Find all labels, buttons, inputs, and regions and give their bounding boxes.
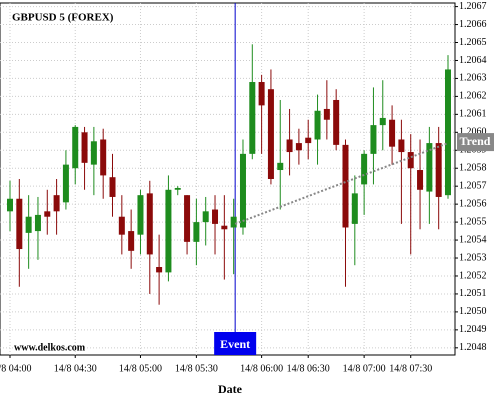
y-tick-label: 1.2067 xyxy=(459,1,487,12)
y-tick-label: 1.2048 xyxy=(459,342,487,353)
y-tick-label: 1.2051 xyxy=(459,288,487,299)
x-tick-label: 14/8 07:00 xyxy=(343,363,386,374)
y-tick-label: 1.2061 xyxy=(459,109,487,120)
candle-body xyxy=(184,195,191,242)
candle-body xyxy=(137,195,144,235)
candle-body xyxy=(286,139,293,153)
candle-body xyxy=(34,214,41,232)
x-tick-label: 14/8 05:30 xyxy=(175,363,218,374)
candle-body xyxy=(407,152,414,169)
candle-body xyxy=(305,137,312,144)
x-axis-label: Date xyxy=(218,382,243,396)
chart-title: GBPUSD 5 (FOREX) xyxy=(12,12,114,24)
trend-line xyxy=(234,142,449,225)
candle-body xyxy=(221,225,228,230)
y-tick-label: 1.2065 xyxy=(459,37,487,48)
candle-body xyxy=(212,209,219,224)
y-tick-label: 1.2052 xyxy=(459,270,487,281)
candle-body xyxy=(239,153,246,228)
candle-body xyxy=(426,143,433,192)
candle-body xyxy=(333,99,340,145)
y-tick-label: 1.2049 xyxy=(459,324,487,335)
candle-body xyxy=(295,143,302,151)
candle-body xyxy=(109,177,116,197)
y-tick-label: 1.2055 xyxy=(459,216,487,227)
y-tick-label: 1.2058 xyxy=(459,163,487,174)
y-tick-label: 1.2060 xyxy=(459,127,487,138)
candle-body xyxy=(100,139,107,176)
trend-label: Trend xyxy=(460,134,491,148)
candle-body xyxy=(379,117,386,126)
candle-body xyxy=(53,195,60,212)
x-tick-label: 14/8 06:00 xyxy=(240,363,283,374)
candle-body xyxy=(62,164,69,203)
candle-body xyxy=(230,216,237,228)
candle-body xyxy=(267,89,274,179)
candle-body xyxy=(389,119,396,147)
plot-frame xyxy=(0,2,456,356)
candle-body xyxy=(81,132,88,163)
candle-body xyxy=(398,139,405,153)
watermark: www.delkos.com xyxy=(14,342,86,353)
x-tick-label: 14/8 05:00 xyxy=(119,363,162,374)
candle-body xyxy=(118,216,125,235)
candle-body xyxy=(258,82,265,106)
candle-body xyxy=(351,193,358,224)
x-tick-label: 14/8 06:30 xyxy=(287,363,330,374)
candle-body xyxy=(156,267,163,273)
candle-body xyxy=(370,125,377,154)
event-box xyxy=(214,332,257,355)
candle-body xyxy=(277,162,284,171)
candle-body xyxy=(7,198,13,212)
candle-body xyxy=(323,108,330,120)
candle-body xyxy=(314,110,321,140)
y-tick-label: 1.2062 xyxy=(459,91,487,102)
candle-body xyxy=(16,198,23,250)
grid xyxy=(0,3,455,355)
candle-body xyxy=(25,216,32,233)
candle-body xyxy=(174,187,181,190)
candle-body xyxy=(90,141,97,165)
candle-body xyxy=(361,153,368,185)
candle-body xyxy=(445,69,451,196)
x-tick-label: 14/8 04:30 xyxy=(54,363,97,374)
candle-body xyxy=(193,222,200,242)
y-tick-label: 1.2057 xyxy=(459,180,487,191)
y-tick-label: 1.2056 xyxy=(459,198,487,209)
candle-body xyxy=(435,143,442,197)
trend-box xyxy=(457,133,494,152)
y-tick-label: 1.2063 xyxy=(459,73,487,84)
candle-body xyxy=(417,170,424,190)
x-tick-label: 14/8 07:30 xyxy=(389,363,432,374)
y-tick-label: 1.2064 xyxy=(459,55,487,66)
candle-body xyxy=(44,211,51,217)
y-tick-label: 1.2066 xyxy=(459,19,487,30)
candle-body xyxy=(146,193,153,255)
y-tick-label: 1.2050 xyxy=(459,306,487,317)
candle-body xyxy=(342,144,349,228)
candle-body xyxy=(165,189,172,273)
candle-body xyxy=(202,211,209,223)
x-tick-label: 14/8 04:00 xyxy=(0,363,32,374)
y-tick-label: 1.2054 xyxy=(459,234,487,245)
marks xyxy=(7,44,451,305)
candle-body xyxy=(72,126,79,169)
y-tick-label: 1.2053 xyxy=(459,252,487,263)
candle-body xyxy=(249,82,256,154)
event-label: Event xyxy=(220,337,250,351)
candle-body xyxy=(128,231,135,251)
